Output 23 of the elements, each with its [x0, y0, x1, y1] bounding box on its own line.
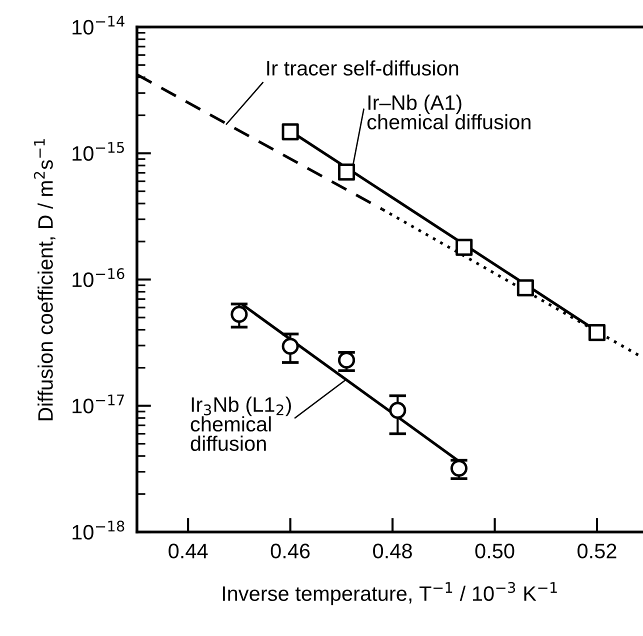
x-tick-label: 0.48 — [373, 544, 412, 558]
point — [456, 238, 473, 256]
point — [282, 123, 299, 140]
point — [282, 338, 299, 355]
point — [588, 324, 606, 342]
x-tick-label: 0.46 — [270, 544, 310, 558]
y-tick-label: 10$^{−18}$ — [72, 520, 124, 540]
point — [338, 164, 356, 181]
y-tick-label: 10$^{−16}$ — [72, 268, 124, 288]
point — [389, 402, 406, 419]
annotation: Ir tracer self-diffusion — [267, 60, 458, 76]
x-tick-label: 0.44 — [168, 544, 208, 558]
y-tick-label: 10$^{−17}$ — [72, 394, 124, 414]
x-axis-title: Inverse temperature, T$^{−1}$ / 10$^{−3}$ K$^{−1}$ — [222, 582, 557, 606]
annotation: Ir$_{3}$Nb (L1$_{2}$) chemical diffusion — [190, 396, 291, 451]
y-tick-label: 10$^{−15}$ — [72, 142, 124, 161]
x-tick-label: 0.52 — [578, 544, 616, 558]
y-axis-title: Diffusion coefficient, D / m$^{2}$s$^{−1}$ — [34, 139, 56, 420]
y-tick-label: 10$^{−14}$ — [72, 16, 124, 35]
x-tick-label: 0.50 — [475, 544, 514, 558]
point — [516, 279, 534, 296]
point — [230, 306, 248, 323]
annotation: Ir–Nb (A1) chemical diffusion — [367, 94, 530, 130]
